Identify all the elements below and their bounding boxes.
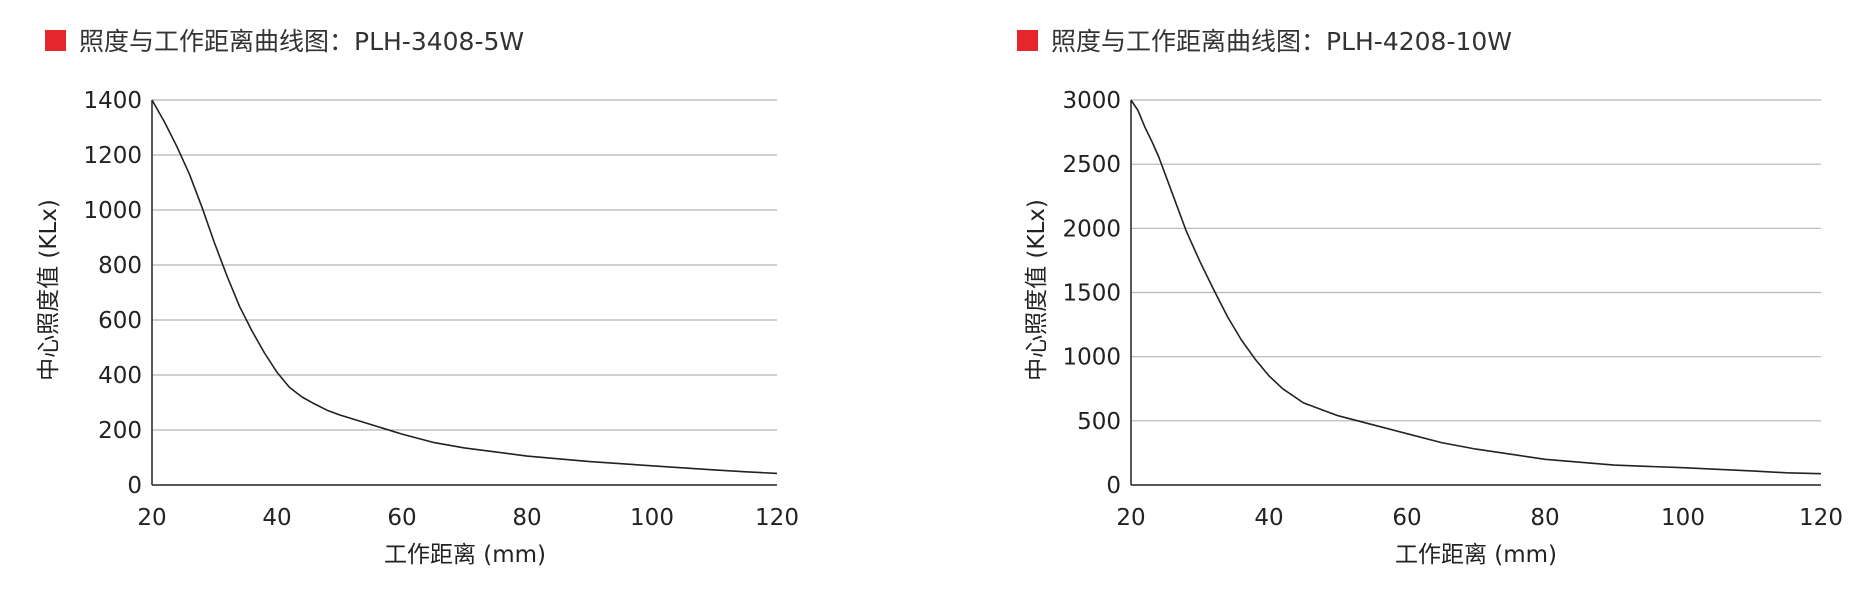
x-tick-label-right-0: 20 <box>1116 505 1145 531</box>
chart-title-text-right: 照度与工作距离曲线图：PLH-4208-10W <box>1051 27 1512 56</box>
y-tick-label-right-2: 1000 <box>1062 345 1121 371</box>
series-line-left <box>151 99 778 475</box>
y-axis-label-right: 中心照度值 (KLx) <box>1024 199 1050 381</box>
chart-panel-right: 照度与工作距离曲线图：PLH-4208-10W 0 500 1000 1500 2000… <box>1000 0 1861 592</box>
chart-svg-left: 0 200 400 600 800 1000 1200 1400 20 40 60 80 100 120 中… <box>36 88 799 568</box>
y-tick-label-left-5: 1000 <box>83 198 142 224</box>
title-marker-left <box>45 29 66 51</box>
x-tick-label-left-3: 80 <box>512 505 541 531</box>
y-axis-label-left: 中心照度值 (KLx) <box>36 199 62 381</box>
series-line-right <box>1130 99 1822 475</box>
y-tick-label-left-2: 400 <box>98 363 142 389</box>
x-tick-label-left-0: 20 <box>137 505 166 531</box>
y-tick-label-left-3: 600 <box>98 308 142 334</box>
x-tick-label-right-5: 120 <box>1799 505 1843 531</box>
chart-svg-right: 0 500 1000 1500 2000 2500 3000 20 40 60 80 100 120 中心… <box>1024 88 1843 568</box>
x-axis-label-right: 工作距离 (mm) <box>1395 542 1557 568</box>
x-tick-label-left-4: 100 <box>630 505 674 531</box>
x-tick-label-left-5: 120 <box>755 505 799 531</box>
y-tick-label-left-6: 1200 <box>83 143 142 169</box>
title-marker-right <box>1017 29 1038 51</box>
x-axis-label-left: 工作距离 (mm) <box>384 542 546 568</box>
y-tick-label-right-3: 1500 <box>1062 281 1121 307</box>
y-tick-label-right-1: 500 <box>1077 409 1121 435</box>
x-tick-label-right-2: 60 <box>1392 505 1421 531</box>
y-tick-label-left-7: 1400 <box>83 88 142 114</box>
y-tick-label-left-1: 200 <box>98 418 142 444</box>
x-tick-label-right-4: 100 <box>1661 505 1705 531</box>
y-tick-label-left-4: 800 <box>98 253 142 279</box>
y-tick-label-right-6: 3000 <box>1062 88 1121 114</box>
chart-title-right: 照度与工作距离曲线图：PLH-4208-10W <box>1017 22 1512 58</box>
x-tick-label-left-2: 60 <box>387 505 416 531</box>
x-tick-label-right-3: 80 <box>1530 505 1559 531</box>
x-tick-label-left-1: 40 <box>262 505 291 531</box>
chart-title-left: 照度与工作距离曲线图：PLH-3408-5W <box>45 22 524 58</box>
y-tick-label-left-0: 0 <box>127 473 142 499</box>
y-tick-label-right-0: 0 <box>1106 473 1121 499</box>
x-tick-label-right-1: 40 <box>1254 505 1283 531</box>
y-tick-label-right-5: 2500 <box>1062 152 1121 178</box>
chart-panel-left: 照度与工作距离曲线图：PLH-3408-5W 0 200 400 600 800 1000… <box>0 0 930 592</box>
y-tick-label-right-4: 2000 <box>1062 216 1121 242</box>
chart-title-text-left: 照度与工作距离曲线图：PLH-3408-5W <box>79 27 525 56</box>
